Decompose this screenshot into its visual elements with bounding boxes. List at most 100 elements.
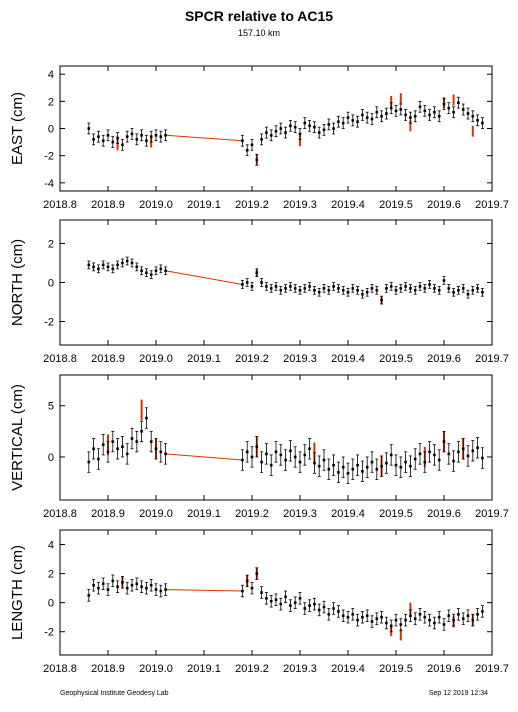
- chart-title: SPCR relative to AC15: [184, 8, 334, 24]
- data-point: [336, 284, 340, 293]
- data-point: [96, 130, 100, 143]
- data-point: [336, 461, 340, 483]
- x-tick-label: 2019.0: [139, 508, 173, 520]
- y-tick-label: -2: [44, 317, 54, 329]
- x-tick-label: 2019.1: [187, 663, 221, 675]
- data-point: [452, 106, 456, 119]
- data-point: [293, 284, 297, 293]
- data-point: [106, 129, 110, 142]
- data-point: [260, 278, 264, 287]
- data-point: [120, 258, 124, 268]
- x-tick-label: 2018.9: [91, 199, 125, 211]
- data-point: [159, 130, 163, 143]
- x-tick-label: 2019.2: [235, 508, 269, 520]
- y-tick-label: 2: [48, 569, 54, 581]
- data-point: [288, 282, 292, 291]
- data-point: [360, 610, 364, 624]
- data-point: [466, 107, 470, 120]
- data-point: [461, 103, 465, 116]
- data-point: [423, 105, 427, 117]
- x-tick-label: 2018.8: [43, 199, 77, 211]
- data-point: [308, 282, 312, 291]
- data-point: [284, 284, 288, 293]
- data-point: [154, 438, 158, 460]
- data-point: [476, 114, 480, 127]
- data-point: [240, 134, 244, 147]
- panel-2: 0 5 2018.8 2018.9 2019.0 2019.1 2019.2 2019.3 20…: [9, 374, 509, 520]
- data-point: [140, 580, 144, 593]
- data-point: [351, 284, 355, 293]
- data-point: [418, 608, 422, 621]
- data-point: [380, 610, 384, 624]
- data-point: [264, 592, 268, 605]
- data-point: [130, 128, 134, 140]
- data-point: [413, 286, 417, 295]
- x-tick-label: 2019.3: [283, 199, 317, 211]
- data-point: [264, 282, 268, 291]
- data-point: [327, 458, 331, 480]
- data-point: [303, 117, 307, 129]
- data-point: [149, 130, 153, 143]
- data-point: [322, 600, 326, 614]
- data-point: [413, 448, 417, 470]
- data-point: [96, 581, 100, 595]
- data-point: [144, 268, 148, 278]
- data-point: [399, 618, 403, 631]
- data-point: [404, 109, 408, 121]
- x-tick-label: 2019.6: [427, 353, 461, 365]
- data-point: [360, 460, 364, 482]
- data-point: [437, 449, 441, 471]
- data-point: [442, 276, 446, 285]
- data-point: [394, 454, 398, 476]
- data-point: [298, 286, 302, 295]
- data-point: [250, 138, 254, 151]
- data-point: [404, 282, 408, 291]
- data-point: [456, 608, 460, 621]
- data-point: [356, 115, 360, 128]
- data-point: [332, 602, 336, 615]
- data-point: [365, 456, 369, 478]
- data-point: [154, 583, 158, 596]
- data-point: [303, 602, 307, 615]
- data-point: [135, 577, 139, 590]
- data-point: [298, 592, 302, 605]
- data-point: [365, 287, 369, 297]
- data-point: [365, 609, 369, 622]
- data-point: [111, 136, 115, 148]
- data-point: [370, 615, 374, 628]
- data-point: [380, 455, 384, 477]
- y-tick-label: -2: [44, 151, 54, 163]
- data-point: [447, 102, 451, 114]
- data-point: [317, 287, 321, 297]
- data-point: [341, 456, 345, 478]
- data-point: [149, 430, 153, 453]
- footer-timestamp: Sep 12 2019 12:34: [428, 690, 488, 697]
- data-point: [332, 454, 336, 476]
- data-point: [130, 258, 134, 268]
- data-point: [308, 438, 312, 460]
- y-tick-label: 0: [48, 452, 54, 464]
- data-point: [346, 610, 350, 624]
- data-point: [135, 133, 139, 146]
- data-point: [428, 280, 432, 289]
- data-point: [356, 613, 360, 627]
- data-point: [274, 282, 278, 291]
- data-point: [125, 443, 129, 465]
- data-point: [327, 118, 331, 131]
- x-tick-label: 2019.5: [379, 199, 413, 211]
- data-point: [87, 122, 91, 135]
- data-point: [240, 449, 244, 471]
- data-point: [279, 597, 283, 611]
- data-point: [356, 286, 360, 295]
- data-point: [240, 584, 244, 598]
- data-point: [135, 430, 139, 453]
- data-point: [370, 113, 374, 125]
- x-tick-label: 2019.6: [427, 199, 461, 211]
- data-point: [274, 441, 278, 463]
- chart-subtitle: 157.10 km: [237, 28, 281, 38]
- data-point: [394, 105, 398, 117]
- data-point: [336, 115, 340, 128]
- data-point: [418, 443, 422, 465]
- x-tick-label: 2019.1: [187, 508, 221, 520]
- data-point: [408, 609, 412, 622]
